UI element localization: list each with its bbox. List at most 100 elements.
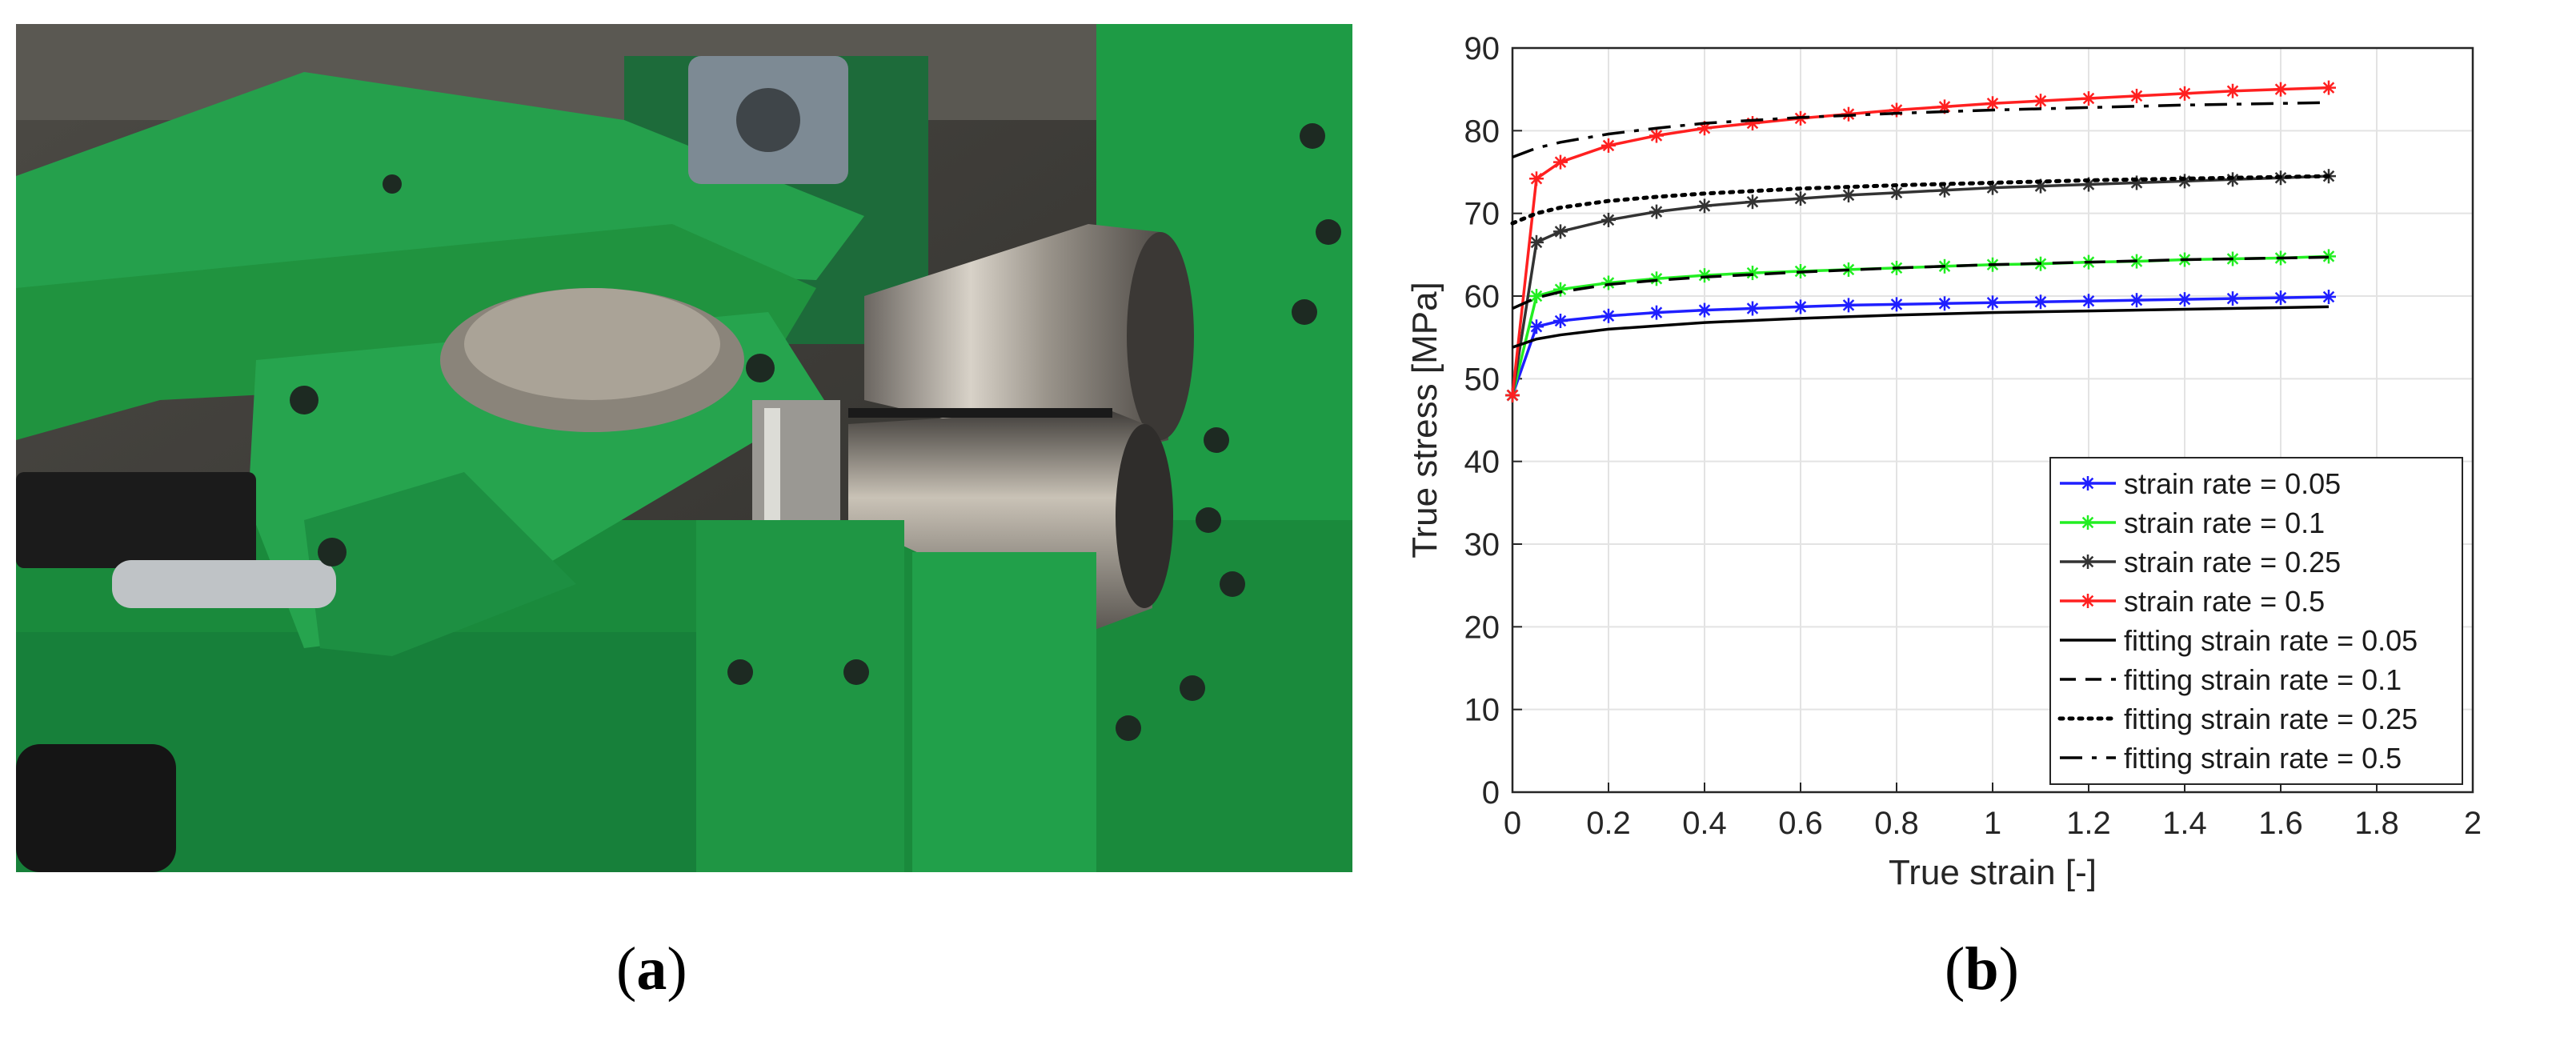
data-point: [1745, 194, 1760, 210]
y-tick-label: 30: [1464, 527, 1500, 563]
x-tick-label: 0.6: [1778, 806, 1823, 841]
panel-a-label: a: [636, 935, 667, 1003]
x-tick-label: 0.8: [1874, 806, 1919, 841]
y-tick-label: 0: [1482, 775, 1500, 811]
legend-label: strain rate = 0.1: [2124, 506, 2325, 539]
machine-photo: [16, 24, 1352, 872]
data-point: [1793, 191, 1808, 206]
data-point: [1529, 234, 1544, 250]
series-line: [1511, 254, 2330, 396]
legend-label: fitting strain rate = 0.05: [2124, 624, 2418, 657]
series-line: [1512, 255, 2330, 310]
legend-label: fitting strain rate = 0.5: [2124, 742, 2402, 775]
legend-item: strain rate = 0.05: [2060, 467, 2341, 500]
y-tick-label: 70: [1464, 197, 1500, 232]
data-point: [1697, 268, 1712, 283]
plot-frame: [1511, 46, 2474, 794]
x-tick-label: 1.8: [2354, 806, 2399, 841]
data-point: [1889, 102, 1904, 118]
legend-item: fitting strain rate = 0.5: [2060, 742, 2402, 775]
x-tick-label: 0.4: [1682, 806, 1727, 841]
data-point: [1697, 198, 1712, 214]
data-point: [1841, 298, 1856, 313]
series-6: [1512, 255, 2330, 310]
data-point: [1985, 295, 2000, 310]
data-point: [1601, 138, 1616, 153]
legend-box: [2049, 457, 2463, 785]
data-point: [1793, 299, 1808, 314]
data-point: [1505, 388, 1520, 402]
legend-label: fitting strain rate = 0.1: [2124, 663, 2402, 696]
x-tick-label: 1.4: [2162, 806, 2207, 841]
data-point: [2177, 86, 2192, 101]
data-point: [2177, 174, 2192, 189]
series-1: [1505, 290, 2336, 402]
data-point: [2081, 294, 2096, 309]
y-tick-label: 80: [1464, 114, 1500, 149]
data-point: [1745, 266, 1760, 281]
data-point: [2081, 91, 2096, 106]
data-point: [2129, 88, 2144, 103]
data-point: [2033, 294, 2048, 310]
legend-label: fitting strain rate = 0.25: [2124, 703, 2418, 735]
legend-item: strain rate = 0.5: [2060, 585, 2325, 618]
x-tick-label: 1.6: [2258, 806, 2303, 841]
data-point: [1601, 212, 1616, 227]
series-lines: [1505, 80, 2336, 402]
data-point: [1697, 302, 1712, 318]
legend-item: fitting strain rate = 0.1: [2060, 663, 2402, 696]
star-marker: [2081, 515, 2095, 530]
data-point: [1649, 204, 1664, 219]
data-point: [1553, 314, 1568, 328]
data-point: [1529, 319, 1544, 334]
legend-label: strain rate = 0.05: [2124, 467, 2341, 500]
data-point: [1889, 297, 1904, 312]
x-tick-label: 1.2: [2066, 806, 2111, 841]
data-point: [1649, 305, 1664, 320]
series-line: [1512, 305, 2330, 349]
data-point: [2225, 291, 2240, 306]
series-3: [1505, 169, 2336, 402]
data-point: [1529, 289, 1544, 303]
series-5: [1512, 305, 2330, 349]
star-marker: [2081, 594, 2095, 608]
star-marker: [2081, 476, 2095, 490]
data-point: [1985, 96, 2000, 111]
data-point: [1649, 271, 1664, 286]
series-4: [1505, 80, 2336, 402]
data-point: [2033, 94, 2048, 109]
y-tick-label: 90: [1464, 31, 1500, 66]
y-tick-label: 50: [1464, 362, 1500, 397]
data-point: [2322, 80, 2336, 95]
data-point: [1649, 128, 1664, 143]
x-tick-label: 2: [2464, 806, 2482, 841]
data-point: [1529, 171, 1544, 186]
y-tick-label: 40: [1464, 445, 1500, 480]
data-point: [2225, 83, 2240, 98]
x-tick-label: 0.2: [1586, 806, 1631, 841]
x-tick-label: 0: [1504, 806, 1521, 841]
data-point: [1553, 224, 1568, 239]
series-8: [1512, 101, 2330, 159]
data-point: [1745, 116, 1760, 131]
data-point: [1553, 282, 1568, 297]
data-point: [1937, 99, 1952, 114]
series-line: [1511, 174, 2330, 396]
data-point: [2177, 292, 2192, 307]
panel-a-caption: (a): [616, 935, 687, 1003]
x-tick-label: 1: [1984, 806, 2001, 841]
data-point: [2129, 293, 2144, 308]
star-marker: [2081, 555, 2095, 569]
data-point: [2322, 290, 2336, 305]
legend-label: strain rate = 0.25: [2124, 546, 2341, 579]
legend-label: strain rate = 0.5: [2124, 585, 2325, 618]
panel-b-caption: (b): [1945, 935, 2019, 1003]
legend-item: fitting strain rate = 0.25: [2057, 703, 2418, 735]
data-point: [1937, 296, 1952, 311]
data-point: [2274, 82, 2288, 97]
y-tick-label: 20: [1464, 610, 1500, 645]
data-point: [2274, 290, 2288, 306]
stress-strain-chart: 0 0.2 0.4 0.6 0.8 1 1.2 1.4 1.6 1.8 20102030405060…: [1408, 31, 2482, 892]
series-line: [1510, 174, 2331, 226]
legend-item: strain rate = 0.25: [2060, 546, 2341, 579]
